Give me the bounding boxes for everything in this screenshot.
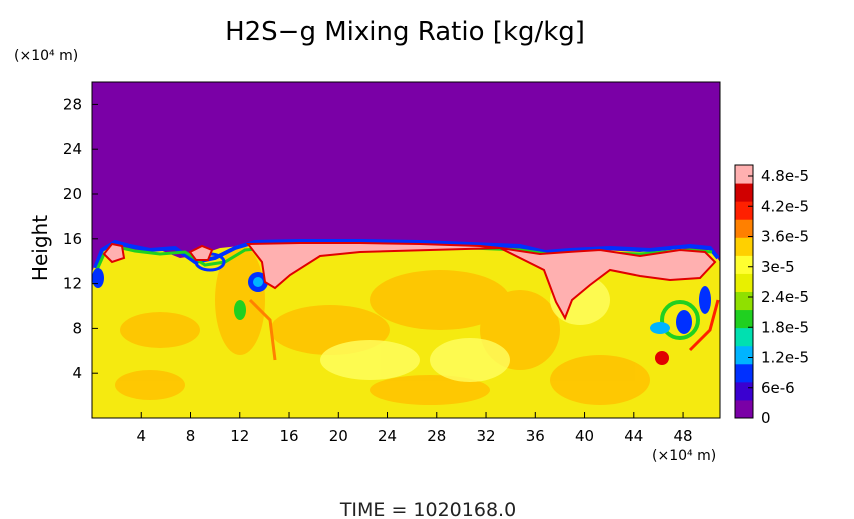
colorbar: [734, 164, 754, 419]
x-tick-label: 8: [186, 427, 196, 445]
colorbar-swatch: [735, 327, 753, 347]
y-tick-label: 4: [72, 364, 82, 382]
colorbar-swatch: [735, 273, 753, 292]
colorbar-swatch: [735, 219, 753, 238]
colorbar-swatch: [735, 399, 753, 419]
x-axis-ticks: 4 8 12 16 20 24 28 32 36 40 44 48: [136, 412, 693, 445]
colorbar-swatch: [735, 291, 753, 311]
y-tick-label: 28: [63, 95, 82, 113]
chart-title: H2S−g Mixing Ratio [kg/kg]: [225, 17, 585, 47]
heatmap-high-values: [102, 242, 720, 365]
colorbar-label: 6e-6: [761, 379, 795, 397]
x-tick-label: 20: [329, 427, 348, 445]
colorbar-frame: [734, 164, 754, 419]
time-label: TIME = 1020168.0: [339, 499, 516, 519]
x-tick-label: 24: [378, 427, 397, 445]
colorbar-labels: 4.8e-5 4.2e-5 3.6e-5 3e-5 2.4e-5 1.8e-5 1.2e-5…: [748, 167, 809, 427]
y-tick-label: 24: [63, 140, 82, 158]
colorbar-label: 4.2e-5: [761, 197, 809, 215]
x-tick-label: 36: [526, 427, 545, 445]
x-tick-label: 4: [136, 427, 146, 445]
heatmap-boundary-blue: [93, 239, 720, 269]
plot-frame: [91, 81, 721, 419]
x-tick-label: 28: [427, 427, 446, 445]
colorbar-swatch: [735, 381, 753, 401]
heatmap-eddies: [92, 252, 711, 340]
colorbar-label: 2.4e-5: [761, 288, 809, 306]
x-tick-label: 32: [476, 427, 495, 445]
y-tick-label: 8: [72, 319, 82, 337]
colorbar-swatch: [735, 201, 753, 220]
colorbar-label: 1.8e-5: [761, 318, 809, 336]
colorbar-label: 0: [761, 409, 771, 427]
colorbar-swatch: [735, 363, 753, 383]
colorbar-swatch: [735, 255, 753, 274]
colorbar-swatch: [735, 309, 753, 329]
colorbar-swatch: [735, 165, 753, 184]
plot-area: [91, 81, 721, 419]
colorbar-swatch: [735, 345, 753, 365]
y-axis-label: Height: [28, 215, 52, 281]
colorbar-swatch: [735, 183, 753, 202]
y-axis-unit: (×10⁴ m): [14, 48, 78, 64]
x-tick-label: 48: [674, 427, 693, 445]
y-tick-label: 12: [63, 275, 82, 293]
colorbar-label: 3e-5: [761, 258, 795, 276]
colorbar-swatch: [735, 237, 753, 256]
y-axis-ticks: 4 8 12 16 20 24 28: [63, 95, 98, 382]
x-tick-label: 44: [624, 427, 643, 445]
colorbar-label: 3.6e-5: [761, 228, 809, 246]
y-tick-label: 16: [63, 230, 82, 248]
colorbar-label: 1.2e-5: [761, 349, 809, 367]
x-tick-label: 12: [230, 427, 249, 445]
colorbar-label: 4.8e-5: [761, 167, 809, 185]
x-tick-label: 16: [279, 427, 298, 445]
x-axis-unit: (×10⁴ m): [652, 448, 716, 464]
x-tick-label: 40: [575, 427, 594, 445]
y-tick-label: 20: [63, 185, 82, 203]
